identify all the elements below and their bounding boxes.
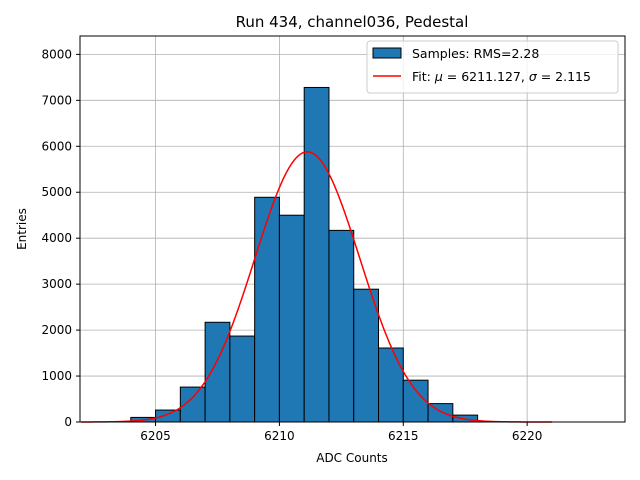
y-tick-label: 3000 — [41, 277, 72, 291]
legend: Samples: RMS=2.28 Fit: μ = 6211.127, σ =… — [366, 40, 619, 94]
y-tick-label: 4000 — [41, 231, 72, 245]
histogram-bar — [278, 214, 305, 423]
x-tick-label: 6215 — [388, 429, 419, 443]
legend-label-samples: Samples: RMS=2.28 — [412, 46, 539, 61]
plot-frame — [79, 35, 626, 423]
x-tick-label: 6210 — [264, 429, 295, 443]
y-tick-label: 1000 — [41, 369, 72, 383]
histogram-bar — [378, 347, 404, 423]
histogram-bar — [353, 288, 380, 423]
fit-curve — [81, 151, 552, 423]
histogram-bars — [130, 86, 479, 423]
histogram-bar — [402, 379, 429, 423]
y-tick-label: 8000 — [41, 47, 72, 61]
legend-box — [366, 40, 619, 94]
x-axis-ticks: 6205 6210 6215 6220 — [140, 422, 542, 443]
histogram-bar — [155, 409, 181, 423]
fit-line — [81, 151, 552, 423]
histogram-bar — [254, 196, 280, 423]
x-axis-label: ADC Counts — [316, 451, 388, 465]
histogram-bar — [229, 335, 256, 423]
legend-swatch-samples — [372, 47, 402, 59]
chart-title: Run 434, channel036, Pedestal — [236, 13, 469, 31]
x-tick-label: 6205 — [140, 429, 171, 443]
y-tick-label: 7000 — [41, 93, 72, 107]
legend-label-fit: Fit: μ = 6211.127, σ = 2.115 — [412, 69, 591, 84]
y-axis-ticks: 0 1000 2000 3000 4000 5000 6000 7000 8000 — [41, 47, 80, 429]
y-tick-label: 6000 — [41, 139, 72, 153]
y-axis-label: Entries — [15, 208, 29, 250]
y-tick-label: 5000 — [41, 185, 72, 199]
y-tick-label: 2000 — [41, 323, 72, 337]
x-tick-label: 6220 — [512, 429, 543, 443]
histogram-bar — [328, 229, 355, 423]
histogram-bar — [303, 86, 330, 423]
y-tick-label: 0 — [64, 415, 72, 429]
histogram-bar — [204, 321, 231, 423]
